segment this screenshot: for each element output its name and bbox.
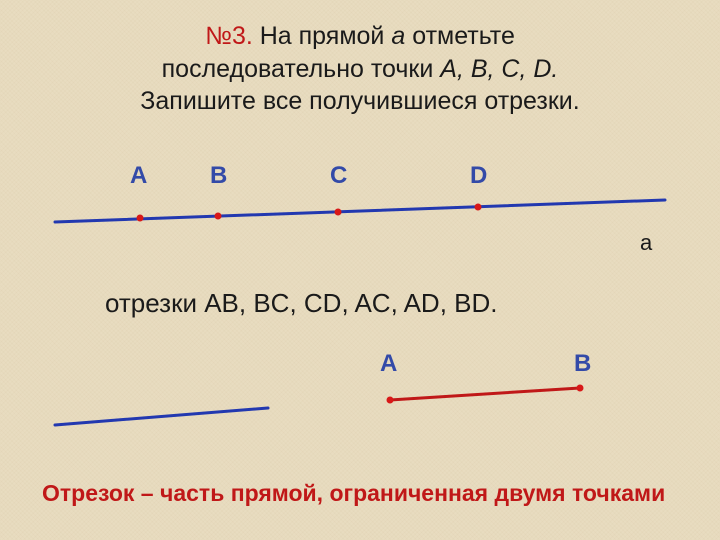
definition-text: Отрезок – часть прямой, ограниченная дву… [42, 480, 665, 507]
point-label-b: B [210, 162, 227, 190]
point-label-a: A [380, 350, 397, 378]
title-line-name: a [391, 22, 405, 50]
problem-title: №3. На прямой a отметьте последовательно… [0, 0, 720, 118]
point-label-a: A [130, 162, 147, 190]
title-line2-part1: последовательно точки [162, 55, 441, 83]
title-text-2: отметьте [405, 22, 515, 50]
point-label-d: D [470, 162, 487, 190]
point-label-b: B [574, 350, 591, 378]
line-a-label: a [640, 230, 652, 256]
answer-text: отрезки AB, BC, CD, AC, AD, BD. [105, 288, 498, 319]
problem-number: №3. [205, 22, 253, 50]
title-line3: Запишите все получившиеся отрезки. [140, 87, 579, 115]
point-label-c: C [330, 162, 347, 190]
title-text-1: На прямой [253, 22, 392, 50]
title-points: A, B, C, D. [440, 55, 558, 83]
